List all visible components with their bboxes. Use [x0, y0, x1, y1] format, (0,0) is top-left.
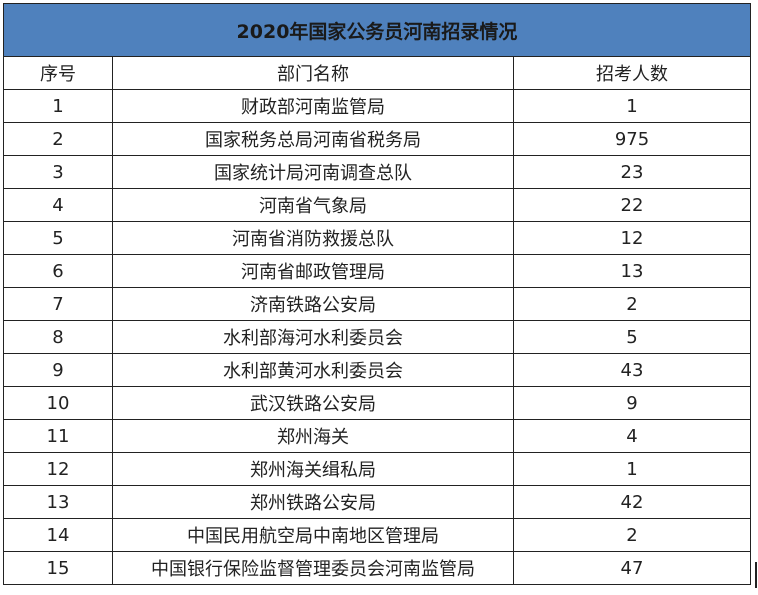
count-cell: 2 — [513, 518, 751, 552]
table-row: 9 水利部黄河水利委员会 43 — [3, 353, 751, 387]
index-cell: 14 — [3, 518, 113, 552]
recruitment-table: 2020年国家公务员河南招录情况 序号 部门名称 招考人数 1 财政部河南监管局 1… — [3, 3, 751, 585]
table-row: 8 水利部海河水利委员会 5 — [3, 320, 751, 354]
count-cell: 4 — [513, 419, 751, 453]
index-cell: 4 — [3, 188, 113, 222]
department-cell: 武汉铁路公安局 — [112, 386, 514, 420]
department-cell: 郑州铁路公安局 — [112, 485, 514, 519]
count-cell: 22 — [513, 188, 751, 222]
department-cell: 国家统计局河南调查总队 — [112, 155, 514, 189]
count-cell: 1 — [513, 452, 751, 486]
header-count: 招考人数 — [513, 56, 751, 90]
index-cell: 5 — [3, 221, 113, 255]
count-cell: 5 — [513, 320, 751, 354]
header-index: 序号 — [3, 56, 113, 90]
index-cell: 8 — [3, 320, 113, 354]
index-cell: 7 — [3, 287, 113, 321]
department-cell: 河南省消防救援总队 — [112, 221, 514, 255]
index-cell: 1 — [3, 89, 113, 123]
table-row: 15 中国银行保险监督管理委员会河南监管局 47 — [3, 551, 751, 585]
department-cell: 河南省邮政管理局 — [112, 254, 514, 288]
index-cell: 15 — [3, 551, 113, 585]
count-cell: 23 — [513, 155, 751, 189]
department-cell: 国家税务总局河南省税务局 — [112, 122, 514, 156]
department-cell: 郑州海关 — [112, 419, 514, 453]
table-row: 13 郑州铁路公安局 42 — [3, 485, 751, 519]
title-row: 2020年国家公务员河南招录情况 — [3, 3, 751, 57]
department-cell: 财政部河南监管局 — [112, 89, 514, 123]
table-row: 7 济南铁路公安局 2 — [3, 287, 751, 321]
table-row: 6 河南省邮政管理局 13 — [3, 254, 751, 288]
index-cell: 13 — [3, 485, 113, 519]
count-cell: 12 — [513, 221, 751, 255]
department-cell: 济南铁路公安局 — [112, 287, 514, 321]
department-cell: 水利部黄河水利委员会 — [112, 353, 514, 387]
count-cell: 43 — [513, 353, 751, 387]
count-cell: 2 — [513, 287, 751, 321]
count-cell: 42 — [513, 485, 751, 519]
header-department: 部门名称 — [112, 56, 514, 90]
table-row: 1 财政部河南监管局 1 — [3, 89, 751, 123]
index-cell: 10 — [3, 386, 113, 420]
table-row: 3 国家统计局河南调查总队 23 — [3, 155, 751, 189]
table-row: 4 河南省气象局 22 — [3, 188, 751, 222]
department-cell: 河南省气象局 — [112, 188, 514, 222]
index-cell: 9 — [3, 353, 113, 387]
department-cell: 中国民用航空局中南地区管理局 — [112, 518, 514, 552]
index-cell: 6 — [3, 254, 113, 288]
department-cell: 郑州海关缉私局 — [112, 452, 514, 486]
header-row: 序号 部门名称 招考人数 — [3, 56, 751, 90]
department-cell: 中国银行保险监督管理委员会河南监管局 — [112, 551, 514, 585]
table-title: 2020年国家公务员河南招录情况 — [3, 3, 751, 57]
index-cell: 12 — [3, 452, 113, 486]
count-cell: 975 — [513, 122, 751, 156]
table-row: 10 武汉铁路公安局 9 — [3, 386, 751, 420]
table-row: 5 河南省消防救援总队 12 — [3, 221, 751, 255]
index-cell: 3 — [3, 155, 113, 189]
count-cell: 1 — [513, 89, 751, 123]
count-cell: 9 — [513, 386, 751, 420]
cursor-mark — [755, 562, 757, 588]
table-row: 11 郑州海关 4 — [3, 419, 751, 453]
index-cell: 11 — [3, 419, 113, 453]
table-row: 12 郑州海关缉私局 1 — [3, 452, 751, 486]
table-row: 14 中国民用航空局中南地区管理局 2 — [3, 518, 751, 552]
index-cell: 2 — [3, 122, 113, 156]
table-row: 2 国家税务总局河南省税务局 975 — [3, 122, 751, 156]
department-cell: 水利部海河水利委员会 — [112, 320, 514, 354]
count-cell: 47 — [513, 551, 751, 585]
count-cell: 13 — [513, 254, 751, 288]
